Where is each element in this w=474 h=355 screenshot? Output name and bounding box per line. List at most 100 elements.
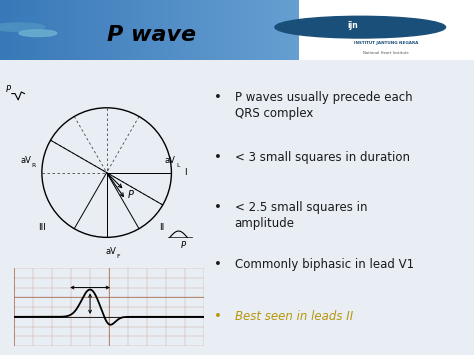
Text: aV: aV — [21, 156, 31, 165]
Bar — [85, 0, 87, 60]
Bar — [217, 0, 218, 60]
Text: •: • — [214, 310, 222, 323]
Text: aV: aV — [164, 156, 175, 165]
Bar — [179, 0, 181, 60]
Bar — [124, 0, 126, 60]
Bar — [248, 0, 249, 60]
Bar — [175, 0, 176, 60]
Bar — [131, 0, 133, 60]
Bar — [27, 0, 28, 60]
Bar — [112, 0, 113, 60]
Bar — [78, 0, 79, 60]
Bar — [143, 0, 145, 60]
Bar — [19, 0, 21, 60]
Bar — [299, 0, 474, 60]
Bar — [155, 0, 157, 60]
Bar — [10, 0, 12, 60]
Bar — [190, 0, 191, 60]
Bar — [31, 0, 33, 60]
Bar — [79, 0, 81, 60]
Bar — [142, 0, 143, 60]
Bar — [199, 0, 200, 60]
Bar — [240, 0, 242, 60]
Bar — [249, 0, 251, 60]
Bar — [40, 0, 42, 60]
Bar — [292, 0, 294, 60]
Bar — [13, 0, 15, 60]
Bar — [103, 0, 104, 60]
Bar — [145, 0, 146, 60]
Text: •: • — [214, 91, 222, 104]
Bar — [139, 0, 140, 60]
Bar — [226, 0, 227, 60]
Text: < 2.5 small squares in
amplitude: < 2.5 small squares in amplitude — [235, 201, 367, 230]
Bar — [269, 0, 270, 60]
Bar — [48, 0, 49, 60]
Bar — [110, 0, 112, 60]
Bar — [200, 0, 201, 60]
Bar — [208, 0, 209, 60]
Text: P: P — [181, 241, 186, 250]
Text: INSTITUT JANTUNG NEGARA: INSTITUT JANTUNG NEGARA — [354, 42, 419, 45]
Bar — [210, 0, 212, 60]
Bar — [127, 0, 128, 60]
Bar — [106, 0, 108, 60]
Bar — [39, 0, 40, 60]
Bar — [146, 0, 148, 60]
Bar — [275, 0, 276, 60]
Bar — [258, 0, 260, 60]
Bar — [64, 0, 66, 60]
Bar — [164, 0, 166, 60]
Text: aV: aV — [105, 247, 116, 256]
Bar — [94, 0, 96, 60]
Bar — [181, 0, 182, 60]
Bar — [188, 0, 190, 60]
Bar — [128, 0, 130, 60]
Bar — [252, 0, 254, 60]
Bar — [263, 0, 264, 60]
Bar — [97, 0, 99, 60]
Bar — [55, 0, 57, 60]
Bar — [28, 0, 30, 60]
Bar — [43, 0, 45, 60]
Bar — [69, 0, 70, 60]
Bar — [254, 0, 255, 60]
Bar — [61, 0, 63, 60]
Bar — [161, 0, 163, 60]
Bar — [291, 0, 292, 60]
Bar — [82, 0, 83, 60]
Bar — [227, 0, 228, 60]
Bar — [18, 0, 19, 60]
Bar — [83, 0, 85, 60]
Bar — [37, 0, 39, 60]
Bar — [194, 0, 196, 60]
Bar — [163, 0, 164, 60]
Text: National Heart Institute: National Heart Institute — [364, 51, 409, 55]
Bar — [183, 0, 185, 60]
Bar — [267, 0, 269, 60]
Bar — [206, 0, 208, 60]
Bar — [149, 0, 151, 60]
Bar — [113, 0, 115, 60]
Bar — [257, 0, 258, 60]
Bar — [87, 0, 88, 60]
Bar — [196, 0, 197, 60]
Text: P: P — [5, 85, 10, 94]
Circle shape — [275, 16, 446, 38]
Bar — [158, 0, 160, 60]
Text: P wave: P wave — [107, 25, 196, 45]
Bar — [173, 0, 175, 60]
Bar — [192, 0, 194, 60]
Bar — [297, 0, 299, 60]
Bar — [70, 0, 72, 60]
Bar — [133, 0, 135, 60]
Text: P waves usually precede each
QRS complex: P waves usually precede each QRS complex — [235, 91, 412, 120]
Bar — [212, 0, 213, 60]
Bar — [222, 0, 224, 60]
Bar — [46, 0, 48, 60]
Bar — [237, 0, 239, 60]
Bar — [151, 0, 152, 60]
Bar — [57, 0, 58, 60]
Bar — [148, 0, 149, 60]
Bar — [0, 0, 1, 60]
